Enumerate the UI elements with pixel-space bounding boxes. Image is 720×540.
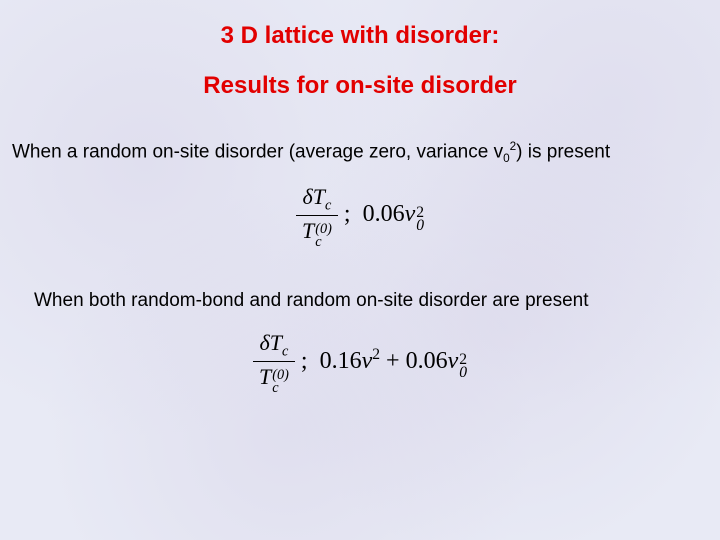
- formula1-den-supsub: (0)c: [315, 223, 332, 247]
- formula1-den-T: T: [302, 218, 314, 243]
- formula2-t2-coef: 0.06: [406, 348, 448, 374]
- formula2-t1-var: v: [362, 348, 373, 374]
- formula2-t2-supsub: 20: [459, 353, 467, 380]
- formula2-t2-sub: 0: [459, 366, 467, 379]
- formula-1: δTc T(0)c ; 0.06v20: [0, 186, 720, 248]
- formula2-plus: +: [386, 348, 400, 374]
- body1-sub: 0: [503, 152, 510, 165]
- formula2-den-supsub: (0)c: [272, 369, 289, 393]
- formula1-num-deltaT: δT: [303, 184, 325, 209]
- formula2-numerator: δTc: [253, 332, 295, 362]
- slide-title-line2: Results for on-site disorder: [0, 72, 720, 100]
- formula1-var-sub: 0: [416, 219, 424, 232]
- formula1-num-sub: c: [325, 197, 331, 213]
- formula2-fraction: δTc T(0)c: [253, 332, 295, 394]
- formula2-t2-var: v: [448, 348, 459, 374]
- formula1-var-supsub: 20: [416, 206, 424, 233]
- body1-pre: When a random on-site disorder (average …: [12, 141, 503, 162]
- formula1-coef: 0.06: [363, 201, 405, 227]
- formula2-den-T: T: [259, 364, 271, 389]
- formula1-sep: ;: [344, 201, 351, 227]
- formula2-denominator: T(0)c: [253, 362, 295, 394]
- formula1-denominator: T(0)c: [296, 216, 338, 248]
- body-text-1: When a random on-site disorder (average …: [12, 140, 712, 165]
- formula2-t1-sup: 2: [372, 346, 380, 363]
- formula2-num-sub: c: [282, 343, 288, 359]
- formula2-t1-coef: 0.16: [320, 348, 362, 374]
- body-text-2: When both random-bond and random on-site…: [34, 290, 694, 312]
- formula2-sep: ;: [301, 348, 308, 374]
- body1-post: ) is present: [516, 141, 610, 162]
- formula1-rhs: ; 0.06v20: [344, 201, 424, 232]
- formula1-numerator: δTc: [296, 186, 338, 216]
- formula1-den-sub: c: [315, 236, 332, 248]
- formula1-var: v: [405, 201, 416, 227]
- slide-title-line1: 3 D lattice with disorder:: [0, 22, 720, 50]
- formula-2: δTc T(0)c ; 0.16v2 + 0.06v20: [0, 332, 720, 394]
- formula2-rhs: ; 0.16v2 + 0.06v20: [301, 346, 467, 379]
- formula2-den-sub: c: [272, 382, 289, 394]
- formula1-fraction: δTc T(0)c: [296, 186, 338, 248]
- formula2-num-deltaT: δT: [260, 330, 282, 355]
